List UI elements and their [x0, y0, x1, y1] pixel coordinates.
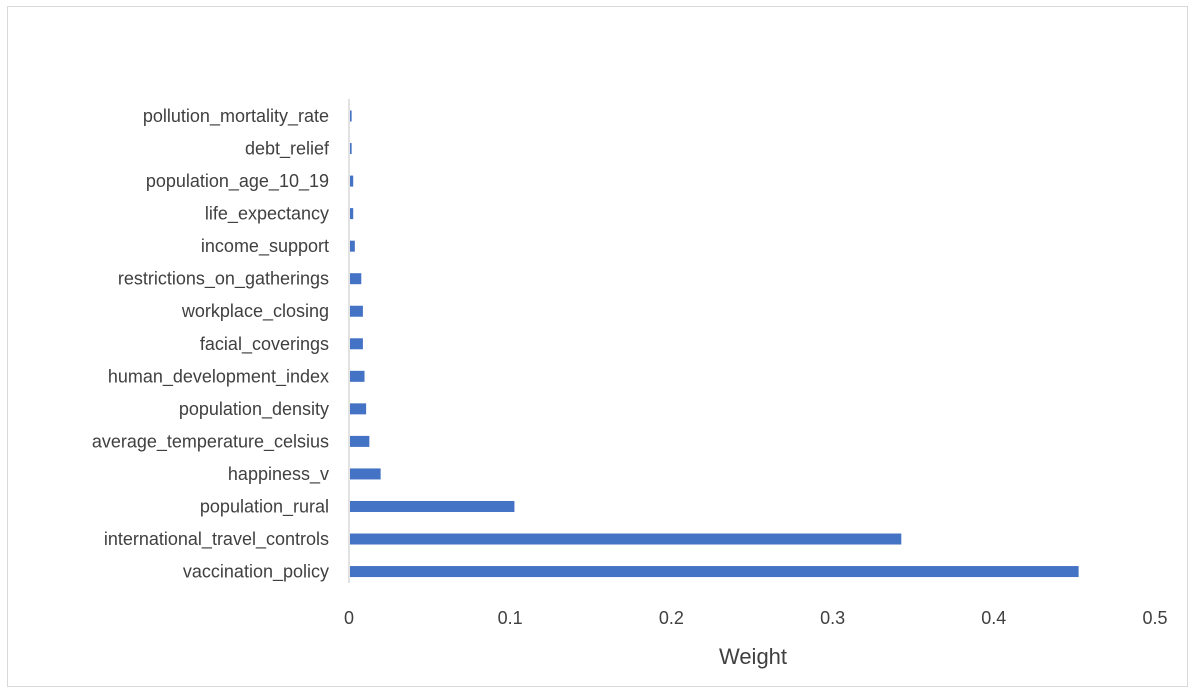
- bar-average_temperature_celsius: [350, 435, 370, 447]
- bar-happiness_v: [350, 468, 381, 480]
- bar-population_age_10_19: [350, 175, 354, 187]
- x-tick-labels: 0 0.1 0.2 0.3 0.4 0.5: [344, 608, 1168, 628]
- category-label: happiness_v: [228, 464, 329, 485]
- category-label: life_expectancy: [205, 204, 329, 225]
- category-label: restrictions_on_gatherings: [118, 269, 329, 290]
- bar-workplace_closing: [350, 305, 363, 317]
- bar-restrictions_on_gatherings: [350, 273, 362, 285]
- category-label: debt_relief: [245, 139, 330, 160]
- x-tick-label: 0.3: [820, 608, 845, 628]
- x-tick-label: 0.1: [498, 608, 523, 628]
- category-label: income_support: [201, 236, 329, 257]
- x-tick-label: 0.2: [659, 608, 684, 628]
- x-tick-label: 0.4: [981, 608, 1006, 628]
- x-axis-title: Weight: [719, 644, 787, 669]
- bar-population_density: [350, 403, 367, 415]
- bar-pollution_mortality_rate: [350, 110, 352, 122]
- bar-life_expectancy: [350, 208, 354, 220]
- category-label: population_age_10_19: [146, 171, 329, 192]
- category-labels: pollution_mortality_rate debt_reliefpopul…: [92, 106, 330, 583]
- category-label: facial_coverings: [200, 334, 329, 355]
- bar-debt_relief: [350, 143, 352, 155]
- category-label: population_rural: [200, 496, 329, 517]
- x-tick-label: 0.5: [1142, 608, 1167, 628]
- category-label: workplace_closing: [181, 301, 329, 322]
- category-label: pollution_mortality_rate: [143, 106, 329, 127]
- category-label: population_density: [179, 399, 329, 420]
- category-label: average_temperature_celsius: [92, 431, 329, 452]
- bar-vaccination_policy: [350, 566, 1079, 578]
- category-label: human_development_index: [108, 366, 329, 387]
- category-label: vaccination_policy: [183, 562, 329, 583]
- bars-group: [350, 110, 1079, 578]
- bar-international_travel_controls: [350, 533, 902, 545]
- category-label: international_travel_controls: [104, 529, 329, 550]
- bar-population_rural: [350, 500, 515, 512]
- bar-human_development_index: [350, 370, 365, 382]
- bar-facial_coverings: [350, 338, 363, 350]
- bar-income_support: [350, 240, 355, 252]
- x-tick-label: 0: [344, 608, 354, 628]
